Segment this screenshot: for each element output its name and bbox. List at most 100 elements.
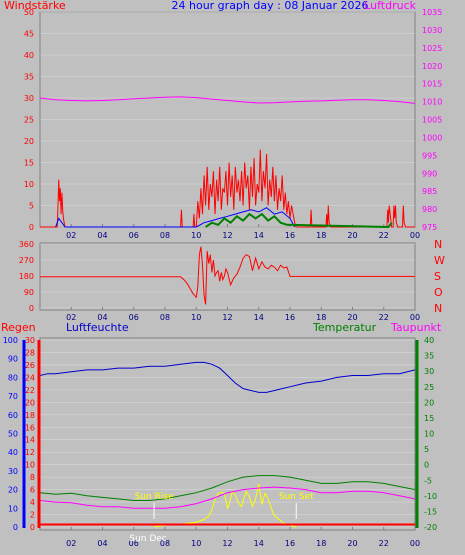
temperature-y-ticks: 40 35 30 25 20 15 10 5 0 -5 -10 -15 -20 [424,336,437,532]
weather-x-tick-label: 00 [410,539,420,548]
wind-y-tick-label: 0 [29,223,34,232]
dewpoint-axis-label: Taupunkt [390,321,442,334]
humidity-y-tick-label: 10 [8,504,18,513]
humidity-series [39,361,416,393]
weather-x-tick-label: 12 [222,539,232,548]
sun-markers: Sun Rise Sun Set Sun Dec [129,492,314,544]
wind-x-tick-label: 00 [410,231,420,240]
direction-y-tick-label: 180 [19,272,34,281]
compass-label: O [434,286,443,299]
wind-x-tick-label: 12 [222,231,232,240]
humidity-y-tick-label: 20 [8,486,18,495]
direction-x-tick-label: 14 [254,313,264,322]
direction-y-ticks: 360 270 180 90 0 [19,240,34,313]
temperature-y-tick-label: -15 [424,507,437,516]
wind-x-tick-label: 20 [347,231,357,240]
temperature-y-tick-label: -5 [424,476,432,485]
direction-x-tick-label: 00 [410,313,420,322]
wind-y-tick-label: 40 [24,51,34,60]
weather-x-tick-label: 04 [97,539,107,548]
wind-x-tick-label: 14 [254,231,264,240]
wind-y-tick-label: 30 [24,94,34,103]
wind-y-tick-label: 10 [24,180,34,189]
direction-x-tick-label: 18 [316,313,326,322]
compass-label: N [434,238,442,251]
rain-axis-label: Regen [1,321,36,334]
sun-dec-label: Sun Dec [129,534,166,544]
rain-y-tick-label: 10 [25,461,35,470]
direction-x-tick-label: 16 [285,313,295,322]
wind-y-tick-label: 45 [24,30,34,39]
wind-direction-series [40,246,415,305]
pressure-y-tick-label: 1020 [422,62,442,71]
compass-label: N [434,302,442,315]
direction-y-tick-label: 90 [24,288,34,297]
humidity-y-tick-label: 40 [8,448,18,457]
direction-x-tick-label: 04 [97,313,107,322]
humidity-y-tick-label: 100 [3,336,18,345]
wind-x-tick-label: 10 [191,231,201,240]
weather-x-tick-label: 16 [285,539,295,548]
temperature-y-tick-label: 35 [424,352,434,361]
wind-axis-label: Windstärke [4,0,66,12]
direction-x-tick-label: 06 [129,313,139,322]
weather-x-tick-label: 10 [191,539,201,548]
rain-y-tick-label: 2 [30,511,35,520]
wind-y-tick-label: 25 [24,116,34,125]
temperature-axis-label: Temperatur [312,321,377,334]
weather-x-tick-label: 18 [316,539,326,548]
wind-average-series [55,207,296,228]
pressure-y-tick-label: 990 [422,169,437,178]
rain-y-tick-label: 20 [25,398,35,407]
pressure-y-tick-label: 1025 [422,44,442,53]
direction-x-ticks: 02 04 06 08 10 12 14 16 18 20 22 00 [66,307,420,322]
weather-x-tick-label: 22 [379,539,389,548]
humidity-y-tick-label: 90 [8,355,18,364]
sunset-label: Sun Set [279,492,314,502]
humidity-y-tick-label: 50 [8,430,18,439]
pressure-series [39,96,416,104]
rain-y-tick-label: 4 [30,498,35,507]
weather-grid [40,339,415,528]
temperature-y-tick-label: 25 [424,383,434,392]
rain-y-tick-label: 28 [25,348,35,357]
temperature-y-tick-label: 40 [424,336,434,345]
direction-x-tick-label: 20 [347,313,357,322]
humidity-y-tick-label: 70 [8,392,18,401]
direction-x-tick-label: 08 [160,313,170,322]
humidity-y-tick-label: 0 [13,523,18,532]
sunrise-label: Sun Rise [135,492,174,502]
temperature-y-tick-label: 0 [424,461,429,470]
pressure-y-tick-label: 1010 [422,98,442,107]
pressure-y-tick-label: 995 [422,151,437,160]
graph-title: 24 hour graph day : 08 Januar 2026 [172,0,369,12]
wind-x-tick-label: 02 [66,231,76,240]
direction-y-tick-label: 270 [19,256,34,265]
rain-y-tick-label: 6 [30,486,35,495]
compass-label: W [434,254,445,267]
weather-x-tick-label: 02 [66,539,76,548]
pressure-axis-label: Luftdruck [364,0,416,12]
weather-x-tick-label: 14 [254,539,264,548]
wind-y-tick-label: 20 [24,137,34,146]
weather-x-ticks: 02 04 06 08 10 12 14 16 18 20 22 00 [66,527,420,548]
wind-x-tick-label: 22 [379,231,389,240]
wind-x-tick-label: 06 [129,231,139,240]
weather-x-tick-label: 06 [129,539,139,548]
humidity-axis-label: Luftfeuchte [66,321,129,334]
dewpoint-series [39,486,416,509]
temperature-y-tick-label: 10 [424,430,434,439]
pressure-y-ticks: 1035 1030 1025 1020 1015 1010 1005 1000 995 990 98… [422,8,442,232]
pressure-y-tick-label: 980 [422,205,437,214]
temperature-y-tick-label: -20 [424,523,437,532]
pressure-y-tick-label: 1000 [422,133,442,142]
direction-x-tick-label: 10 [191,313,201,322]
compass-label: S [434,270,441,283]
wind-x-ticks: 02 04 06 08 10 12 14 16 18 20 22 00 [66,224,420,240]
temperature-y-tick-label: 30 [424,367,434,376]
